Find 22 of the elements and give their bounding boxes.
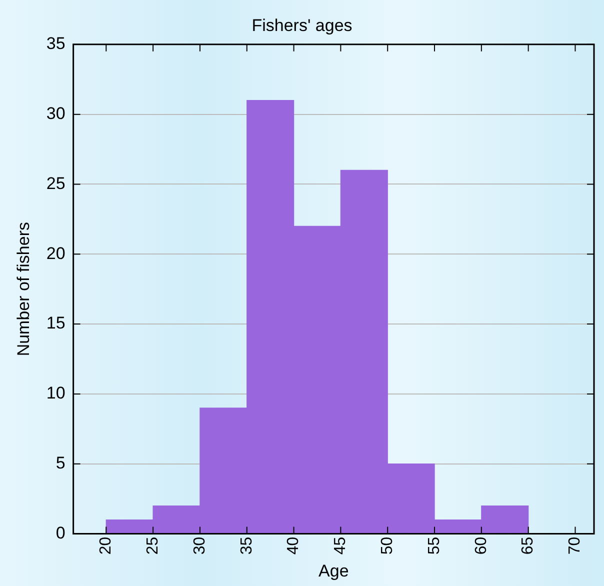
x-tick-label: 30 — [191, 536, 208, 555]
y-tick-label: 10 — [46, 384, 66, 403]
y-tick-label: 15 — [46, 314, 66, 333]
x-tick-label: 45 — [332, 536, 350, 555]
y-tick-label: 0 — [56, 523, 66, 542]
x-axis-title: Age — [318, 561, 349, 580]
x-tick-label: 60 — [472, 536, 490, 555]
y-tick-label: 25 — [46, 174, 66, 193]
y-tick-label: 5 — [56, 454, 66, 473]
x-tick-label: 70 — [566, 536, 584, 555]
x-tick-label: 25 — [144, 536, 162, 555]
y-tick-label: 20 — [46, 244, 66, 263]
y-tick-label: 35 — [46, 34, 66, 54]
y-axis-title: Number of fishers — [14, 222, 33, 356]
chart-title: Fishers' ages — [252, 16, 352, 35]
y-tick-label: 30 — [46, 104, 66, 123]
x-tick-label: 55 — [426, 536, 443, 555]
x-tick-label: 20 — [98, 536, 115, 555]
x-tick-label: 40 — [285, 536, 302, 555]
x-tick-label: 50 — [379, 536, 396, 555]
x-tick-label: 65 — [520, 536, 537, 555]
x-tick-label: 35 — [238, 536, 256, 555]
